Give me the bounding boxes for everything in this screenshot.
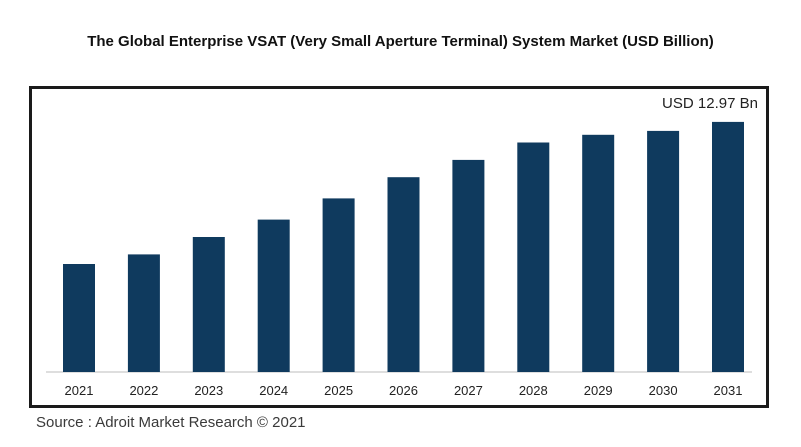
source-note: Source : Adroit Market Research © 2021: [36, 414, 306, 431]
x-tick-label-2024: 2024: [259, 383, 288, 398]
x-tick-label-2021: 2021: [65, 383, 94, 398]
x-tick-label-2028: 2028: [519, 383, 548, 398]
x-tick-label-2031: 2031: [714, 383, 743, 398]
bar-2031: [712, 121, 744, 373]
x-tick-label-2022: 2022: [129, 383, 158, 398]
bar-2024: [257, 219, 290, 372]
bar-2022: [127, 254, 160, 372]
x-tick-label-2023: 2023: [194, 383, 223, 398]
x-tick-label-2026: 2026: [389, 383, 418, 398]
x-tick-label-2027: 2027: [454, 383, 483, 398]
bar-2021: [63, 264, 95, 372]
bar-2028: [517, 142, 550, 372]
bar-2023: [192, 237, 225, 372]
value-callout: USD 12.97 Bn: [662, 95, 758, 112]
bar-2029: [582, 134, 615, 372]
bar-2030: [647, 130, 680, 372]
bar-2026: [387, 177, 420, 372]
chart-title: The Global Enterprise VSAT (Very Small A…: [87, 33, 714, 50]
x-tick-label-2030: 2030: [649, 383, 678, 398]
bar-2027: [452, 159, 485, 372]
x-tick-label-2029: 2029: [584, 383, 613, 398]
bar-chart: 2021 2022 2023 2024 2025 2026 2027 2028 2029 2030…: [46, 95, 758, 398]
bar-2025: [322, 198, 355, 372]
x-tick-label-2025: 2025: [324, 383, 353, 398]
